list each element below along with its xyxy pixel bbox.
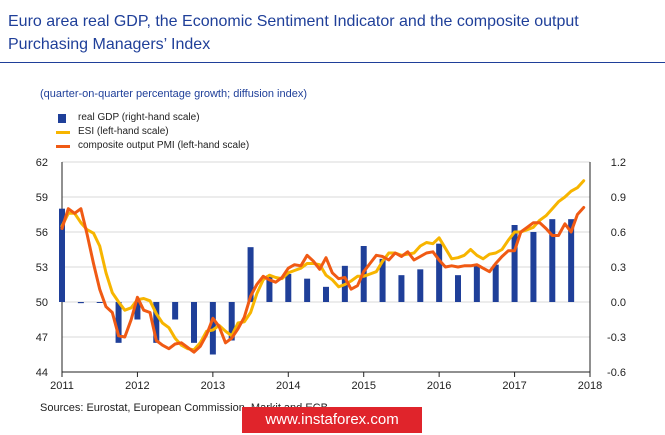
legend-swatch-pmi: [56, 145, 70, 148]
gdp-bar: [96, 302, 103, 303]
x-tick-label: 2013: [201, 380, 225, 390]
gdp-bar: [228, 302, 235, 341]
gdp-bar: [153, 302, 160, 343]
gdp-bar: [473, 264, 480, 302]
legend-swatch-esi: [56, 131, 70, 134]
x-tick-label: 2012: [125, 380, 149, 390]
chart-subtitle: (quarter-on-quarter percentage growth; d…: [40, 88, 308, 100]
x-tick-label: 2017: [502, 380, 526, 390]
y-left-tick-label: 62: [36, 157, 48, 169]
x-tick-label: 2018: [578, 380, 602, 390]
gdp-bar: [549, 219, 556, 302]
legend-label-pmi: composite output PMI (left-hand scale): [78, 140, 250, 151]
gdp-bar: [134, 302, 141, 320]
pmi-line: [60, 206, 586, 354]
gdp-bar: [398, 275, 405, 302]
gdp-bar: [172, 302, 179, 320]
gdp-bar: [511, 225, 518, 302]
legend-swatch-gdp: [58, 114, 66, 123]
x-tick-label: 2014: [276, 380, 300, 390]
y-right-tick-label: 0.3: [611, 262, 626, 274]
chart-legend: real GDP (right-hand scale) ESI (left-ha…: [56, 111, 249, 153]
gdp-bar: [266, 275, 273, 302]
gdp-bar: [436, 243, 443, 302]
legend-item-gdp: real GDP (right-hand scale): [56, 111, 249, 125]
gdp-bar: [285, 274, 292, 302]
gdp-bar: [59, 208, 65, 302]
y-right-tick-label: -0.6: [607, 367, 626, 379]
gdp-bar: [568, 219, 575, 302]
y-right-tick-label: 0.6: [611, 227, 626, 239]
gdp-bar: [323, 286, 329, 302]
gdp-bar: [77, 302, 84, 304]
y-left-tick-label: 47: [36, 332, 48, 344]
y-right-tick-label: 1.2: [611, 157, 626, 169]
gdp-bar: [417, 269, 424, 302]
x-tick-label: 2011: [50, 380, 74, 390]
legend-item-esi: ESI (left-hand scale): [56, 125, 249, 139]
x-tick-label: 2016: [427, 380, 451, 390]
gdp-bar: [191, 302, 197, 343]
y-left-tick-label: 44: [36, 367, 48, 379]
watermark-banner: www.instaforex.com: [242, 407, 422, 433]
y-left-tick-label: 56: [36, 227, 48, 239]
gdp-bar: [247, 247, 254, 302]
title-divider: [0, 62, 665, 63]
esi-line: [60, 179, 586, 352]
chart-title: Euro area real GDP, the Economic Sentime…: [8, 13, 579, 53]
gdp-bar: [115, 302, 122, 343]
y-left-tick-label: 59: [36, 192, 48, 204]
gdp-bar: [492, 264, 499, 302]
y-right-tick-label: 0.0: [611, 297, 626, 309]
legend-label-gdp: real GDP (right-hand scale): [78, 112, 200, 123]
gdp-bar: [455, 275, 461, 302]
x-tick-label: 2015: [351, 380, 375, 390]
legend-label-esi: ESI (left-hand scale): [78, 126, 169, 137]
y-right-tick-label: -0.3: [607, 332, 626, 344]
y-left-tick-label: 50: [36, 297, 48, 309]
gdp-bar: [530, 232, 537, 302]
chart-plot: 44 -0.6 47 -0.3 50 0.0 53 0.3 56 0.6 59 0.9 62 1.2 201…: [36, 157, 626, 390]
y-right-tick-label: 0.9: [611, 192, 626, 204]
gdp-bar: [304, 278, 311, 302]
gdp-bar: [379, 258, 386, 302]
y-left-tick-label: 53: [36, 262, 48, 274]
legend-item-pmi: composite output PMI (left-hand scale): [56, 139, 249, 153]
